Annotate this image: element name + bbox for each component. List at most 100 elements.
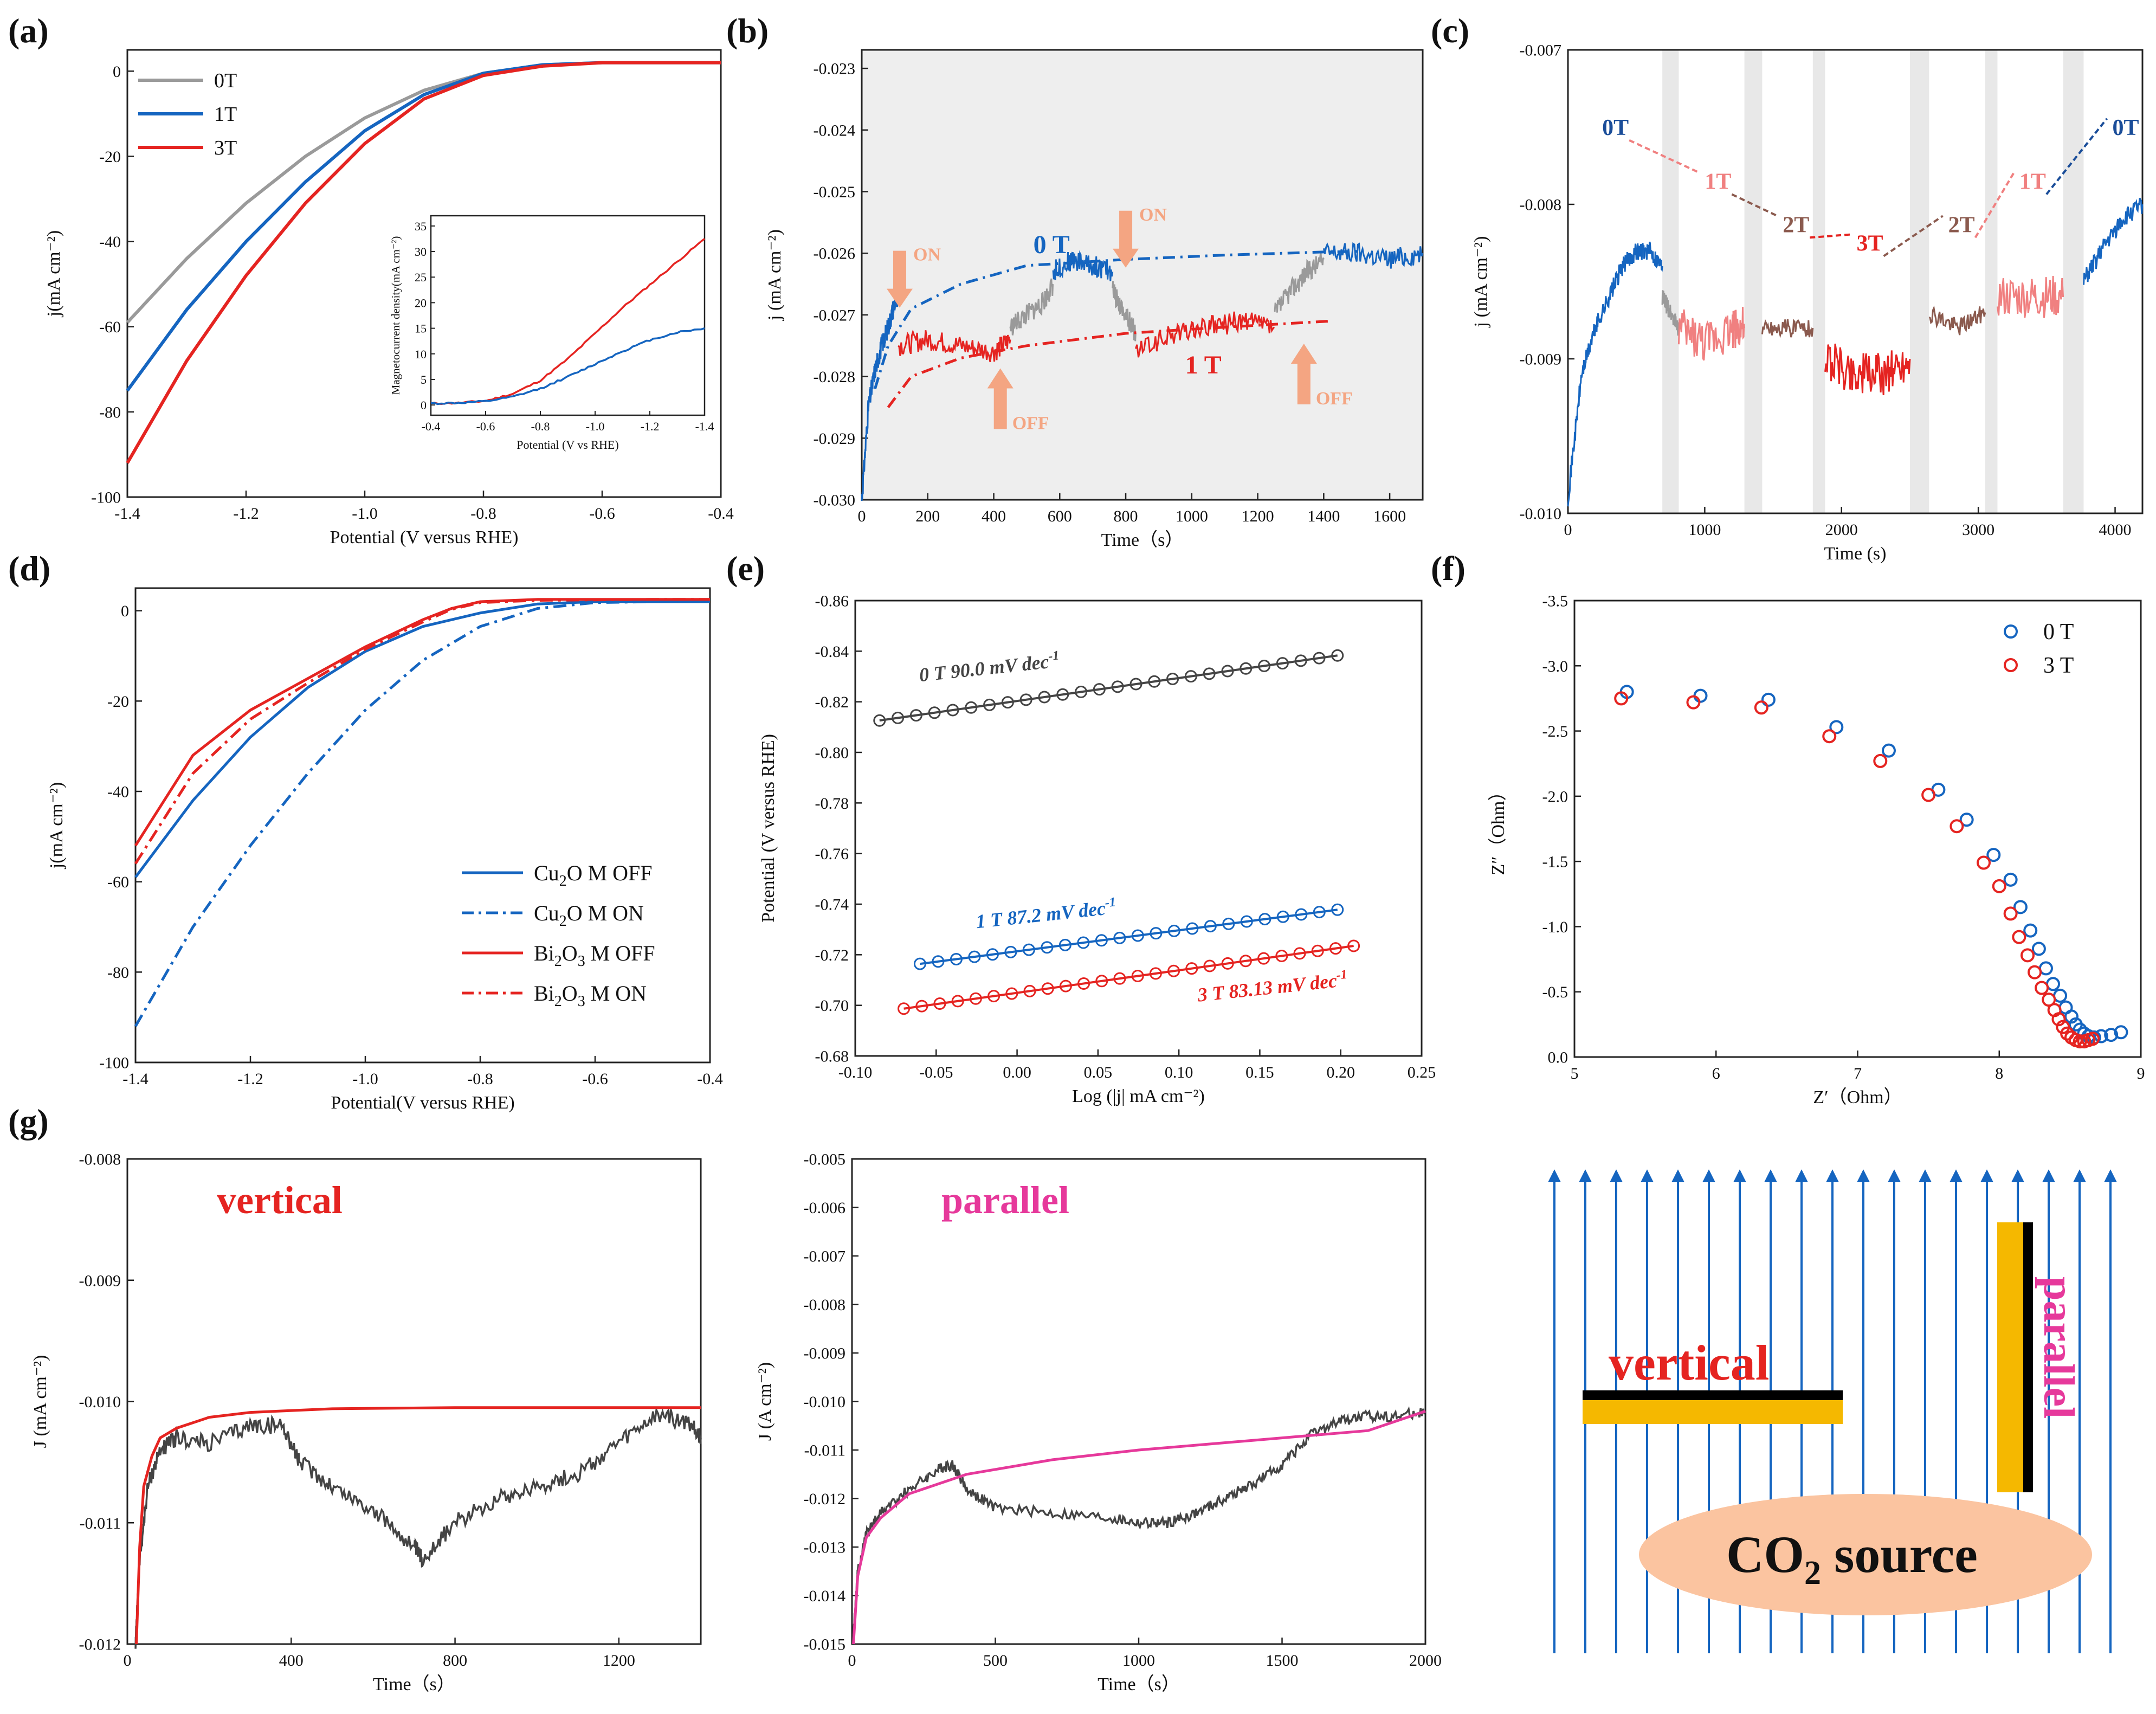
f-ylabel: Z″（Ohm） [1488,783,1508,875]
f-xtick-label: 5 [1571,1065,1579,1082]
e-point [1129,678,1142,691]
g2-ytick-label: -0.009 [804,1345,846,1363]
g1-ytick-label: -0.010 [79,1393,121,1411]
c-ytick-label: -0.009 [1520,351,1562,369]
b-series-0 T segment 2 [1052,250,1114,281]
b-xlabel: Time（s） [1101,530,1184,550]
b-xtick-label: 1200 [1242,507,1274,525]
b-ytick-label: -0.026 [814,245,856,263]
e-point [1167,964,1180,977]
e-point [1221,665,1234,678]
e-point [1331,649,1344,662]
inset-ytick-label: 0 [421,398,427,412]
e-point [1041,982,1054,995]
e-slope-label: 1 T 87.2 mV dec-1 [974,895,1117,932]
c-band [1744,50,1763,513]
d-ytick-label: -40 [107,783,129,801]
panel-label-c: (c) [1431,11,1469,50]
e-xtick-label: 0.20 [1326,1064,1355,1081]
a-ytick-label: 0 [113,63,121,81]
e-point [1276,657,1289,670]
f-ytick-label: -1.5 [1542,853,1568,871]
g1-ytick-label: -0.011 [80,1515,121,1532]
e-point [1077,936,1090,949]
g2-ytick-label: -0.008 [804,1296,846,1314]
e-point [1077,977,1090,990]
a-xlabel: Potential (V versus RHE) [330,527,519,547]
b-series-0 T segment 3 [1322,242,1424,269]
g2-xtick-label: 1000 [1122,1652,1155,1670]
c-series-2T [1761,319,1814,339]
e-point [969,992,982,1005]
e-point [1038,691,1051,704]
b-state-label: 1 T [1185,351,1222,379]
g2-xtick-label: 500 [983,1652,1008,1670]
c-series-2T back [1928,305,1986,336]
g2-frame [851,1158,1426,1645]
e-xtick-label: 0.25 [1408,1064,1436,1081]
panel-label-a: (a) [8,11,49,50]
a-xtick-label: -0.6 [589,505,615,523]
f-ytick-label: -3.5 [1542,592,1568,610]
c-xtick-label: 4000 [2099,521,2132,539]
c-state-label: 1T [2019,170,2046,195]
inset-xtick-label: -0.6 [476,420,495,433]
d-legend-label: Bi2O3 M ON [534,981,647,1010]
e-point [1005,987,1018,1000]
d-ytick-label: -100 [99,1054,129,1072]
d-xtick-label: -1.2 [237,1070,263,1088]
d-xtick-label: -0.6 [582,1070,608,1088]
b-xtick-label: 1000 [1176,507,1208,525]
b-ylabel: j (mA cm⁻²) [765,229,785,321]
e-point [932,955,945,968]
a-xtick-label: -1.2 [233,505,259,523]
e-point [1022,943,1035,956]
f-legend-marker [2004,624,2018,639]
c-state-label: 2T [1948,212,1975,237]
d-series [134,598,710,865]
f-point [2094,1029,2108,1043]
inset-ytick-label: 20 [415,296,427,310]
c-path-arrow [1974,172,2015,239]
c-frame [1567,49,2144,514]
e-ytick-label: -0.80 [815,744,849,762]
c-band [1812,50,1825,513]
c-series-3T [1824,343,1911,396]
b-series-1 T segment 1 [898,329,1011,363]
g2-xtick-label: 2000 [1409,1652,1442,1670]
vertical-electrode-backing [1583,1390,1843,1400]
a-xtick-label: -1.0 [352,505,378,523]
a-xtick-label: -1.4 [114,505,140,523]
e-point [873,714,886,727]
g2-xtick-label: 0 [848,1652,856,1670]
c-xtick-label: 1000 [1688,521,1721,539]
inset-ytick-label: 35 [415,220,427,233]
e-point [928,706,941,719]
b-ytick-label: -0.025 [814,183,856,201]
f-point [1986,848,2001,862]
e-point [1004,945,1017,958]
panel-label-e: (e) [726,549,765,588]
g1-data [134,1406,702,1649]
d-ytick-label: -20 [107,693,129,711]
c-state-label: 1T [1705,170,1731,195]
e-point [1240,915,1253,928]
e-point [1313,652,1326,665]
e-point [1313,906,1326,919]
b-xtick-label: 0 [858,507,866,525]
e-point [987,990,1000,1003]
d-xtick-label: -0.8 [467,1070,493,1088]
g2-ylabel: J (A cm⁻²) [755,1362,775,1441]
f-point [2073,1034,2087,1049]
b-arrow-on [1113,210,1139,268]
inset-frame [430,215,706,416]
f-point [2021,948,2035,963]
c-path-arrow [1629,139,1700,174]
e-point [1148,675,1161,688]
f-xtick-label: 7 [1854,1065,1862,1082]
e-point [909,709,922,722]
f-ytick-label: -3.0 [1542,658,1568,675]
f-point [2003,872,2018,887]
f-point [2003,906,2018,921]
d-series [134,598,710,847]
